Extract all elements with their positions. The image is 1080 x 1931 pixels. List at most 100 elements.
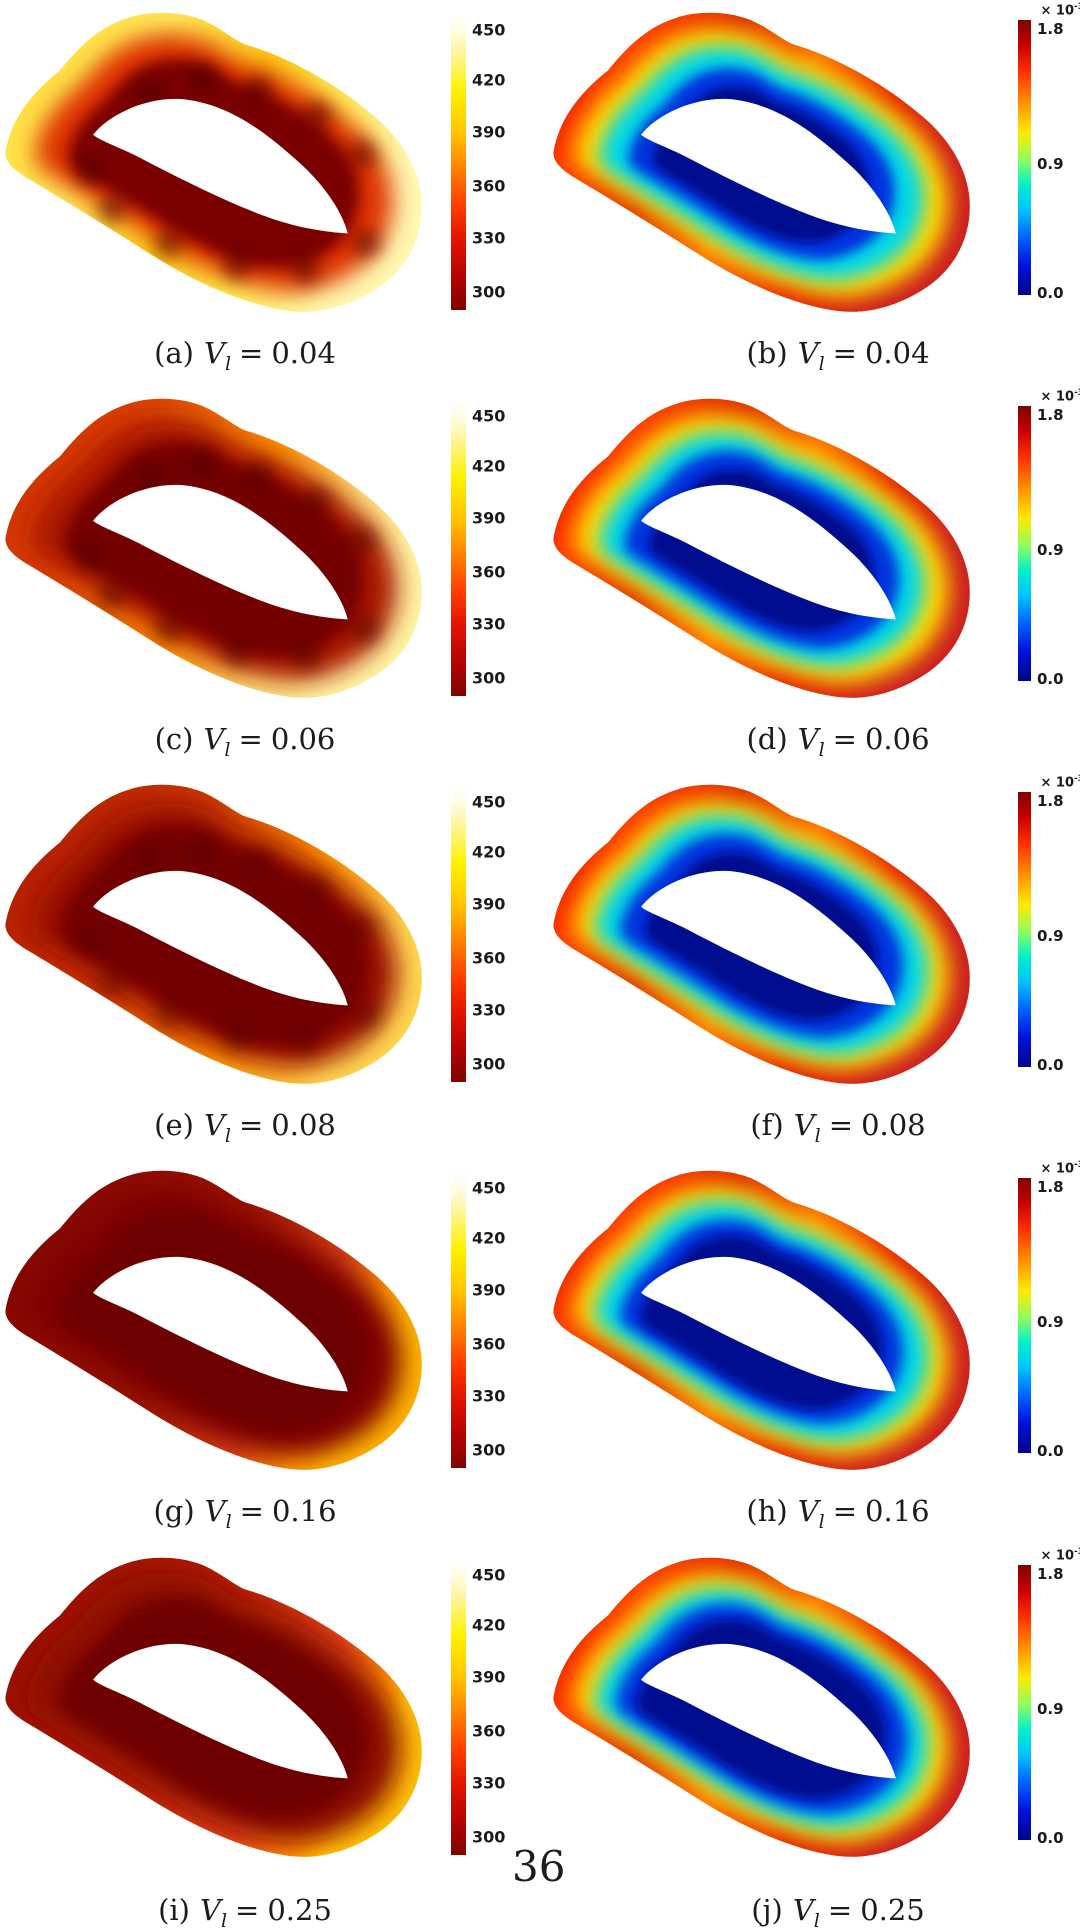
panel-f-flux-field bbox=[553, 784, 970, 1084]
caption-tag: (h) bbox=[746, 1494, 788, 1528]
caption-tag: (i) bbox=[158, 1893, 190, 1927]
colorbar-tick: 1.8 bbox=[1037, 20, 1064, 38]
panel-g-temperature-field bbox=[5, 1170, 422, 1470]
colorbar-tick: 0.9 bbox=[1037, 927, 1064, 945]
colorbar-tick: 420 bbox=[472, 842, 506, 862]
colorbar-temperature: 450 420 390 360 330 300 bbox=[451, 400, 541, 700]
colorbar-tick: 360 bbox=[472, 176, 506, 196]
caption-equals: = bbox=[827, 1893, 853, 1927]
colorbar-tick: 1.8 bbox=[1037, 1178, 1064, 1196]
panel-h-flux-field bbox=[553, 1170, 970, 1470]
colorbar-tick: 420 bbox=[472, 70, 506, 90]
subfigure-caption-a: (a) Vl = 0.04 bbox=[95, 336, 395, 375]
caption-subscript: l bbox=[813, 1909, 820, 1931]
caption-subscript: l bbox=[818, 352, 825, 375]
colorbar-exponent: × 10-3 bbox=[1040, 2, 1080, 19]
caption-symbol: V bbox=[792, 1893, 814, 1927]
page-number: 36 bbox=[512, 1842, 566, 1891]
colorbar-tick: 0.0 bbox=[1037, 1056, 1064, 1074]
caption-value: 0.08 bbox=[271, 1108, 336, 1142]
colorbar-gradient-bar bbox=[451, 1559, 466, 1855]
colorbar-temperature: 450 420 390 360 330 300 bbox=[451, 14, 541, 314]
colorbar-gradient-bar bbox=[451, 400, 466, 696]
caption-equals: = bbox=[832, 722, 857, 756]
caption-tag: (a) bbox=[154, 336, 194, 370]
caption-symbol: V bbox=[793, 1108, 815, 1142]
caption-tag: (e) bbox=[154, 1108, 194, 1142]
colorbar-tick: 0.0 bbox=[1037, 284, 1064, 302]
colorbar-tick: 330 bbox=[472, 1386, 506, 1406]
caption-equals: = bbox=[239, 1494, 264, 1528]
caption-symbol: V bbox=[797, 1494, 819, 1528]
caption-equals: = bbox=[235, 1893, 260, 1927]
caption-symbol: V bbox=[204, 336, 225, 370]
caption-symbol: V bbox=[203, 722, 225, 756]
caption-symbol: V bbox=[204, 1494, 226, 1528]
caption-tag: (c) bbox=[154, 722, 194, 756]
caption-equals: = bbox=[828, 1108, 854, 1142]
colorbar-tick: 390 bbox=[472, 122, 506, 142]
colorbar-tick: 330 bbox=[472, 1000, 506, 1020]
colorbar-gradient-bar bbox=[1018, 20, 1031, 295]
colorbar-tick: 450 bbox=[472, 20, 506, 40]
colorbar-tick: 300 bbox=[472, 1827, 506, 1847]
colorbar-gradient-bar bbox=[451, 1172, 466, 1468]
figure-row-2: 450 420 390 360 330 300 × 10-3 1.8 0.9 0… bbox=[0, 386, 1080, 772]
caption-symbol: V bbox=[199, 1893, 221, 1927]
caption-equals: = bbox=[238, 722, 263, 756]
panel-e-temperature-field bbox=[5, 784, 422, 1084]
subfigure-caption-d: (d) Vl = 0.06 bbox=[688, 722, 988, 761]
colorbar-tick: 360 bbox=[472, 1334, 506, 1354]
caption-tag: (f) bbox=[750, 1108, 784, 1142]
panel-i-temperature-field bbox=[5, 1557, 422, 1857]
colorbar-tick: 0.9 bbox=[1037, 1700, 1064, 1718]
panel-c-temperature-field bbox=[5, 398, 422, 698]
subfigure-caption-f: (f) Vl = 0.08 bbox=[688, 1108, 988, 1147]
caption-equals: = bbox=[832, 1494, 858, 1528]
colorbar-flux: × 10-3 1.8 0.9 0.0 bbox=[1018, 388, 1080, 690]
colorbar-tick: 390 bbox=[472, 508, 506, 528]
panel-d-flux-field bbox=[553, 398, 970, 698]
colorbar-tick: 0.9 bbox=[1037, 1313, 1064, 1331]
caption-symbol: V bbox=[797, 336, 819, 370]
colorbar-gradient-bar bbox=[1018, 1565, 1031, 1840]
colorbar-temperature: 450 420 390 360 330 300 bbox=[451, 786, 541, 1086]
colorbar-tick: 0.0 bbox=[1037, 670, 1064, 688]
colorbar-tick: 0.9 bbox=[1037, 155, 1064, 173]
colorbar-exponent: × 10-3 bbox=[1040, 774, 1080, 791]
panel-j-flux-field bbox=[553, 1557, 970, 1857]
caption-value: 0.06 bbox=[864, 722, 930, 756]
figure-row-3: 450 420 390 360 330 300 × 10-3 1.8 0.9 0… bbox=[0, 772, 1080, 1158]
colorbar-tick: 420 bbox=[472, 1228, 506, 1248]
caption-value: 0.25 bbox=[860, 1893, 925, 1927]
caption-tag: (d) bbox=[746, 722, 788, 756]
colorbar-gradient-bar bbox=[451, 786, 466, 1082]
caption-tag: (g) bbox=[153, 1494, 195, 1528]
caption-subscript: l bbox=[224, 1124, 231, 1147]
caption-equals: = bbox=[238, 1108, 264, 1142]
colorbar-gradient-bar bbox=[1018, 792, 1031, 1067]
figure-row-5: 450 420 390 360 330 300 × 10-3 1.8 0.9 0… bbox=[0, 1545, 1080, 1931]
colorbar-exponent: × 10-3 bbox=[1040, 388, 1080, 405]
caption-value: 0.16 bbox=[865, 1494, 930, 1528]
panel-a-temperature-field bbox=[5, 12, 422, 312]
caption-value: 0.16 bbox=[271, 1494, 337, 1528]
caption-value: 0.04 bbox=[864, 336, 930, 370]
colorbar-tick: 300 bbox=[472, 1440, 506, 1460]
caption-value: 0.04 bbox=[271, 336, 336, 370]
caption-value: 0.25 bbox=[267, 1893, 332, 1927]
colorbar-tick: 390 bbox=[472, 1280, 506, 1300]
caption-symbol: V bbox=[203, 1108, 225, 1142]
caption-equals: = bbox=[239, 336, 264, 370]
colorbar-gradient-bar bbox=[451, 14, 466, 310]
caption-subscript: l bbox=[818, 1510, 825, 1533]
figure-row-1: 450 420 390 360 330 300 × 10-3 1.8 0.9 0… bbox=[0, 0, 1080, 386]
caption-subscript: l bbox=[818, 738, 825, 761]
caption-value: 0.08 bbox=[861, 1108, 926, 1142]
colorbar-flux: × 10-3 1.8 0.9 0.0 bbox=[1018, 774, 1080, 1076]
subfigure-caption-b: (b) Vl = 0.04 bbox=[688, 336, 988, 375]
colorbar-tick: 1.8 bbox=[1037, 1565, 1064, 1583]
caption-subscript: l bbox=[220, 1909, 228, 1931]
subfigure-caption-c: (c) Vl = 0.06 bbox=[95, 722, 395, 761]
caption-value: 0.06 bbox=[270, 722, 336, 756]
